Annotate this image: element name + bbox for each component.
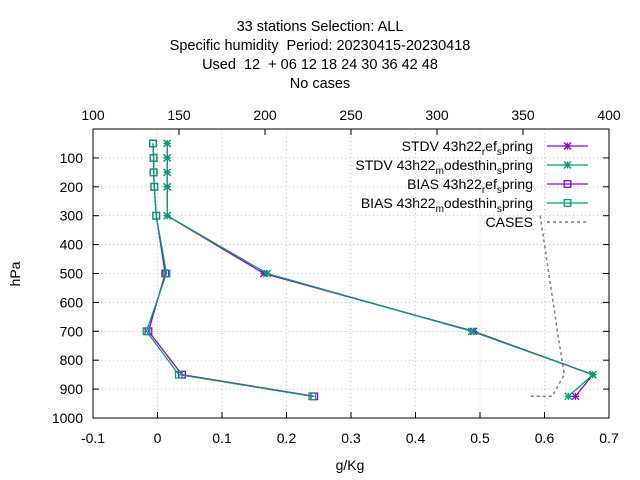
legend-label-0: STDV 43h22refspring — [402, 138, 533, 158]
y-tick-label: 700 — [60, 323, 84, 339]
x2-tick-label: 400 — [597, 107, 621, 123]
x2-tick-label: 300 — [425, 107, 449, 123]
y-tick-label: 600 — [60, 294, 84, 310]
data-point — [149, 153, 158, 162]
axes: -0.1 0 0.1 0.2 0.3 0.4 0.5 0.6 0.7 100 150 200 250 30… — [52, 107, 621, 446]
data-point — [308, 392, 317, 401]
chart-title-line-1: 33 stations Selection: ALL — [236, 19, 404, 35]
data-point — [149, 139, 157, 148]
data-point — [564, 392, 573, 401]
x2-tick-label: 100 — [81, 107, 105, 123]
data-point — [142, 327, 151, 336]
x-axis-label: g/Kg — [336, 457, 365, 473]
y-tick-label: 500 — [60, 266, 84, 282]
y-axis-label: hPa — [7, 261, 23, 286]
data-point — [149, 168, 158, 177]
y-tick-label: 400 — [60, 237, 84, 253]
x2-tick-label: 250 — [339, 107, 363, 123]
x-tick-label: 0.2 — [277, 430, 297, 446]
data-point — [163, 182, 172, 191]
data-point — [150, 182, 159, 191]
data-point — [588, 370, 597, 379]
series-group — [142, 139, 597, 401]
y-tick-label: 100 — [60, 150, 84, 166]
data-point — [162, 269, 171, 278]
chart-title-line-4: No cases — [289, 76, 351, 92]
chart-title-line-3: Used 12 + 06 12 18 24 30 36 42 48 — [202, 57, 438, 73]
data-point — [163, 139, 172, 148]
y-tick-label: 300 — [60, 208, 84, 224]
y-tick-label: 800 — [60, 352, 84, 368]
data-point — [163, 168, 172, 177]
y-tick-label: 1000 — [52, 410, 83, 426]
legend-label-4: CASES — [486, 214, 533, 230]
series-line-4 — [528, 215, 566, 398]
x-tick-label: 0 — [154, 430, 162, 446]
legend-label-2: BIAS 43h22refspring — [407, 176, 533, 196]
legend-label-3: BIAS 43h22modesthinspring — [361, 195, 533, 215]
legend-label-1: STDV 43h22modesthinspring — [355, 157, 533, 177]
grid-lines — [93, 129, 609, 418]
x-tick-label: 0.3 — [341, 430, 361, 446]
data-point — [467, 327, 476, 336]
x-tick-label: 0.1 — [212, 430, 232, 446]
x2-tick-label: 350 — [511, 107, 535, 123]
legend-marker-1 — [563, 161, 572, 169]
x-tick-label: 0.6 — [535, 430, 555, 446]
x-tick-label: 0.4 — [406, 430, 426, 446]
y-tick-label: 200 — [60, 179, 84, 195]
chart-title-line-2: Specific humidity Period: 20230415-20230… — [169, 38, 471, 54]
data-point — [263, 269, 272, 278]
data-point — [152, 211, 161, 220]
legend-marker-0 — [563, 142, 572, 150]
data-point — [163, 211, 172, 220]
x-tick-label: 0.5 — [470, 430, 490, 446]
data-point — [174, 370, 183, 379]
x2-tick-label: 200 — [253, 107, 277, 123]
data-point — [571, 392, 580, 401]
series-line-3 — [145, 143, 313, 397]
series-line-2 — [147, 143, 315, 397]
legend-marker-2 — [563, 180, 572, 188]
y-tick-label: 900 — [60, 381, 84, 397]
x2-tick-label: 150 — [167, 107, 191, 123]
x-tick-label: -0.1 — [81, 430, 105, 446]
legend-marker-3 — [563, 199, 572, 207]
data-point — [163, 153, 172, 162]
x-tick-label: 0.7 — [599, 430, 619, 446]
